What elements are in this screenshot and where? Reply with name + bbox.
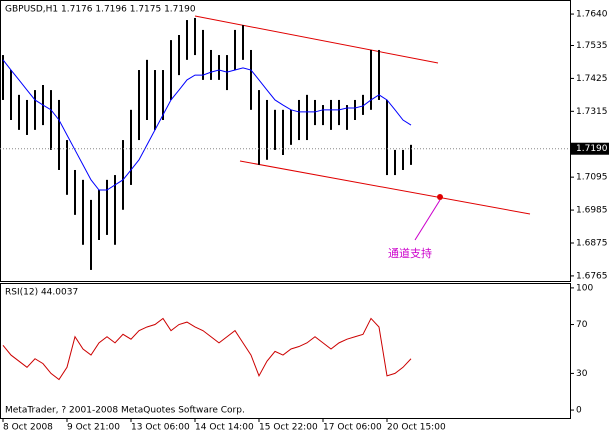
y-tick-label: 1.7315 <box>576 107 608 117</box>
x-tick-label: 20 Oct 15:00 <box>387 423 446 433</box>
y-tick-label: 1.6985 <box>576 206 608 216</box>
y-tick-label: 1.6875 <box>576 238 608 248</box>
x-tick-label: 13 Oct 06:00 <box>131 423 190 433</box>
x-tick-label: 15 Oct 22:00 <box>259 423 318 433</box>
x-tick-label: 14 Oct 14:00 <box>195 423 254 433</box>
chart-title: GBPUSD,H1 1.7176 1.7196 1.7175 1.7190 <box>5 5 196 15</box>
copyright: MetaTrader, ? 2001-2008 MetaQuotes Softw… <box>5 406 245 416</box>
x-tick-label: 8 Oct 2008 <box>3 423 53 433</box>
annotation: 通道支持 <box>388 246 432 260</box>
x-tick-label: 9 Oct 21:00 <box>67 423 120 433</box>
channel-upper <box>194 15 439 64</box>
y-tick-label: 100 <box>576 283 593 293</box>
rsi-title: RSI(12) 44.0037 <box>5 288 78 298</box>
main-frame <box>0 0 571 282</box>
y-tick-label: 1.7425 <box>576 74 608 84</box>
y-tick-label: 1.7535 <box>576 41 608 51</box>
y-tick-label: 1.7640 <box>576 10 608 20</box>
last-price-box <box>571 142 609 155</box>
y-tick-label: 0 <box>576 406 582 416</box>
x-tick-label: 17 Oct 06:00 <box>323 423 382 433</box>
y-tick-label: 1.7095 <box>576 173 608 183</box>
last-price-label: 1.7190 <box>576 144 608 154</box>
rsi-frame <box>0 283 571 419</box>
annotation-arrow <box>414 199 441 241</box>
channel-lower <box>239 160 531 215</box>
channel-point <box>437 194 443 200</box>
y-tick-label: 1.6765 <box>576 271 608 281</box>
y-tick-label: 70 <box>576 320 588 330</box>
series-line <box>2 59 412 191</box>
series-line <box>2 317 412 381</box>
y-tick-label: 30 <box>576 369 588 379</box>
